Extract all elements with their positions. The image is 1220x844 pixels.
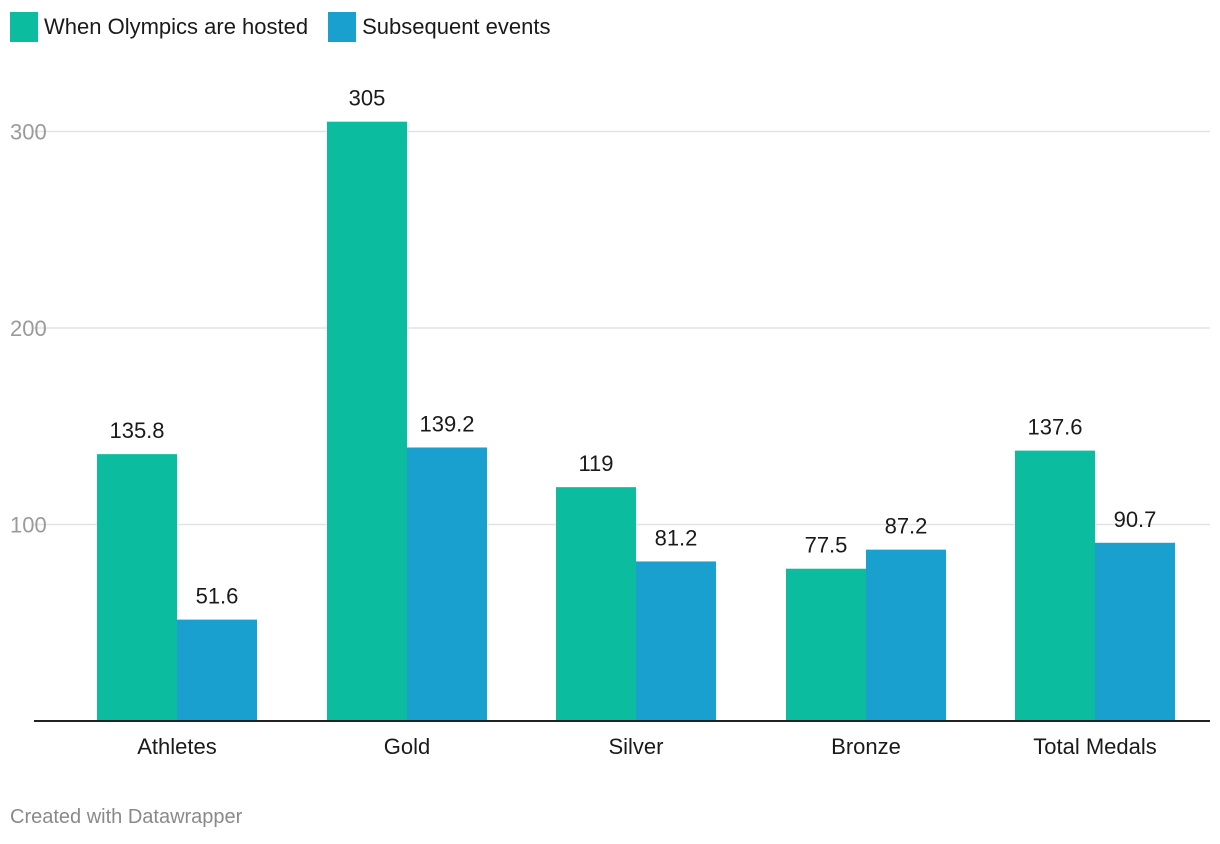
x-tick-label: Athletes [137, 734, 217, 759]
y-tick-label: 300 [10, 120, 47, 145]
x-tick-label: Bronze [831, 734, 901, 759]
data-label: 90.7 [1114, 507, 1157, 532]
bar [97, 454, 177, 721]
x-tick-label: Gold [384, 734, 430, 759]
data-label: 77.5 [805, 533, 848, 558]
x-tick-label: Silver [608, 734, 663, 759]
legend-swatch-hosted [10, 12, 38, 42]
legend-item-hosted[interactable]: When Olympics are hosted [10, 12, 308, 42]
bar [866, 549, 946, 721]
data-label: 137.6 [1027, 415, 1082, 440]
legend-label-subsequent: Subsequent events [362, 14, 551, 39]
y-tick-label: 100 [10, 513, 47, 538]
data-label: 81.2 [655, 525, 698, 550]
data-label: 135.8 [109, 418, 164, 443]
legend: When Olympics are hosted Subsequent even… [10, 10, 570, 44]
bar [1095, 542, 1175, 721]
footer-credit: Created with Datawrapper [10, 806, 243, 828]
bar [636, 561, 716, 721]
y-tick-label: 200 [10, 316, 47, 341]
bar [1015, 450, 1095, 721]
data-label: 139.2 [419, 411, 474, 436]
bar [327, 121, 407, 722]
data-label: 119 [578, 451, 613, 476]
legend-swatch-subsequent [328, 12, 357, 42]
legend-item-subsequent[interactable]: Subsequent events [328, 12, 550, 42]
bar [407, 447, 487, 721]
data-label: 51.6 [196, 584, 239, 609]
legend-label-hosted: When Olympics are hosted [44, 14, 309, 39]
data-label: 305 [349, 86, 386, 111]
data-label: 87.2 [885, 514, 928, 539]
bar [556, 487, 636, 721]
bar [177, 619, 257, 721]
bar [786, 568, 866, 721]
x-tick-label: Total Medals [1033, 734, 1157, 759]
